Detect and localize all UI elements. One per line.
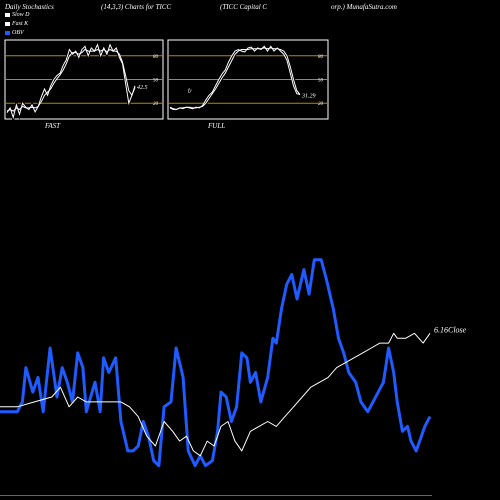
full-level-label-20: 20 [318,102,324,107]
legend-obv: OBV [5,30,24,36]
header-period: (14,3,3) Charts for TICC [101,3,172,11]
obv-line [0,258,432,468]
fast-line-fast-k [6,43,136,120]
full-panel-title: FULL [207,122,225,130]
fast-level-label-20: 20 [153,102,159,107]
legend-label-fast-k: Fast K [12,21,29,27]
legend-fast-k: Fast K [5,21,28,27]
full-last-value-label: 31.29 [301,94,316,100]
fast-level-label-80: 80 [153,55,159,60]
full-axis-mark: fy [188,89,192,94]
fast-last-value-label: 42.5 [137,84,148,91]
header-site: orp.) MunafaSutra.com [331,3,397,11]
close-last-value-label: 6.16Close [434,325,467,334]
full-level-label-80: 80 [318,55,324,60]
full-line-fast-k [169,45,301,110]
full-level-label-50: 50 [318,79,324,84]
close-line [0,332,431,457]
legend-swatch-slow-d [5,13,10,17]
header-title: Daily Stochastics [5,3,54,11]
legend-swatch-obv [5,31,10,35]
fast-line-slow-d [6,48,136,112]
legend-swatch-fast-k [5,22,10,26]
legend-label-obv: OBV [12,30,24,36]
header-company: (TICC Capital C [220,3,268,11]
legend-slow-d: Slow D [5,12,30,18]
legend-label-slow-d: Slow D [12,12,30,18]
fast-panel-title: FAST [44,122,61,130]
fast-level-label-50: 50 [153,79,159,84]
